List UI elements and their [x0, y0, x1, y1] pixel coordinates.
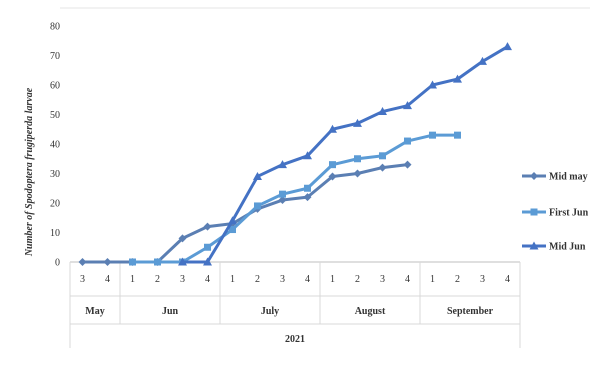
- data-point: [228, 216, 237, 225]
- x-week-tick-label: 2: [355, 274, 360, 285]
- y-axis-title: Number of Spodoptera frugiperda larvae: [24, 87, 35, 257]
- legend: Mid may First Jun Mid Jun: [522, 172, 589, 253]
- legend-label: Mid Jun: [549, 242, 586, 253]
- series-line: [131, 133, 459, 264]
- series-group: [78, 160, 412, 266]
- y-tick-label: 80: [50, 22, 60, 33]
- data-point: [178, 234, 187, 243]
- x-month-label: Jun: [162, 306, 179, 317]
- data-point: [503, 42, 512, 51]
- x-week-tick-label: 3: [80, 274, 85, 285]
- data-point: [178, 257, 187, 266]
- data-point: [103, 258, 112, 266]
- x-month-label: May: [85, 306, 104, 317]
- data-point: [403, 160, 412, 169]
- x-week-tick-label: 4: [105, 274, 110, 285]
- x-week-tick-label: 2: [155, 274, 160, 285]
- data-point: [253, 171, 262, 180]
- data-point: [129, 258, 136, 266]
- data-point: [303, 193, 312, 202]
- legend-item: Mid Jun: [522, 241, 586, 253]
- series-line: [181, 45, 509, 264]
- y-tick-label: 30: [50, 169, 60, 180]
- data-point: [303, 151, 312, 160]
- x-month-label: September: [447, 306, 494, 317]
- x-week-tick-label: 3: [380, 274, 385, 285]
- legend-item: First Jun: [522, 208, 589, 219]
- series-group: [178, 42, 512, 266]
- data-point: [379, 152, 386, 160]
- data-point: [329, 161, 336, 169]
- data-point: [154, 258, 161, 266]
- x-week-tick-label: 4: [305, 274, 310, 285]
- x-week-tick-label: 4: [505, 274, 510, 285]
- data-point: [203, 257, 212, 266]
- x-week-tick-label: 3: [280, 274, 285, 285]
- x-year-label: 2021: [285, 334, 305, 345]
- axes: 0 10 20 30 40 50 60 70 80 3 4 1 2 3 4 1 2 3 4 1 2 3 4 1 2 3 4 May Ju…: [50, 7, 590, 348]
- series-layer: [78, 42, 512, 266]
- data-point: [428, 80, 437, 89]
- x-month-label: July: [261, 306, 279, 317]
- x-week-tick-label: 2: [255, 274, 260, 285]
- series-line: [81, 163, 409, 264]
- data-point: [530, 208, 538, 216]
- x-week-tick-label: 1: [330, 274, 335, 285]
- series-group: [129, 131, 461, 266]
- y-tick-label: 20: [50, 199, 60, 210]
- y-tick-label: 60: [50, 81, 60, 92]
- y-tick-label: 50: [50, 110, 60, 121]
- data-point: [304, 184, 311, 192]
- data-point: [404, 137, 411, 145]
- data-point: [78, 258, 87, 266]
- data-point: [453, 74, 462, 83]
- data-point: [429, 131, 436, 139]
- data-point: [229, 226, 236, 234]
- x-week-tick-label: 4: [205, 274, 210, 285]
- x-week-tick-label: 2: [455, 274, 460, 285]
- y-tick-label: 10: [50, 228, 60, 239]
- y-tick-label: 70: [50, 51, 60, 62]
- data-point: [278, 196, 287, 205]
- data-point: [530, 172, 538, 180]
- x-week-tick-label: 3: [480, 274, 485, 285]
- legend-item: Mid may: [522, 172, 588, 183]
- x-month-label: August: [355, 306, 386, 317]
- y-tick-label: 0: [55, 258, 60, 269]
- data-point: [328, 172, 337, 181]
- data-point: [254, 202, 261, 210]
- y-tick-label: 40: [50, 140, 60, 151]
- data-point: [478, 56, 487, 65]
- data-point: [378, 163, 387, 172]
- data-point: [353, 169, 362, 178]
- x-week-tick-label: 1: [430, 274, 435, 285]
- legend-label: First Jun: [549, 208, 589, 219]
- data-point: [353, 118, 362, 127]
- data-point: [403, 101, 412, 110]
- data-point: [203, 222, 212, 231]
- data-point: [279, 190, 286, 198]
- x-week-tick-label: 1: [230, 274, 235, 285]
- x-week-tick-label: 3: [180, 274, 185, 285]
- data-point: [529, 241, 539, 250]
- data-point: [204, 243, 211, 251]
- data-point: [278, 160, 287, 169]
- data-point: [454, 131, 461, 139]
- legend-label: Mid may: [549, 172, 588, 183]
- x-week-tick-label: 4: [405, 274, 410, 285]
- x-week-tick-label: 1: [130, 274, 135, 285]
- data-point: [378, 107, 387, 116]
- data-point: [328, 124, 337, 133]
- data-point: [354, 155, 361, 163]
